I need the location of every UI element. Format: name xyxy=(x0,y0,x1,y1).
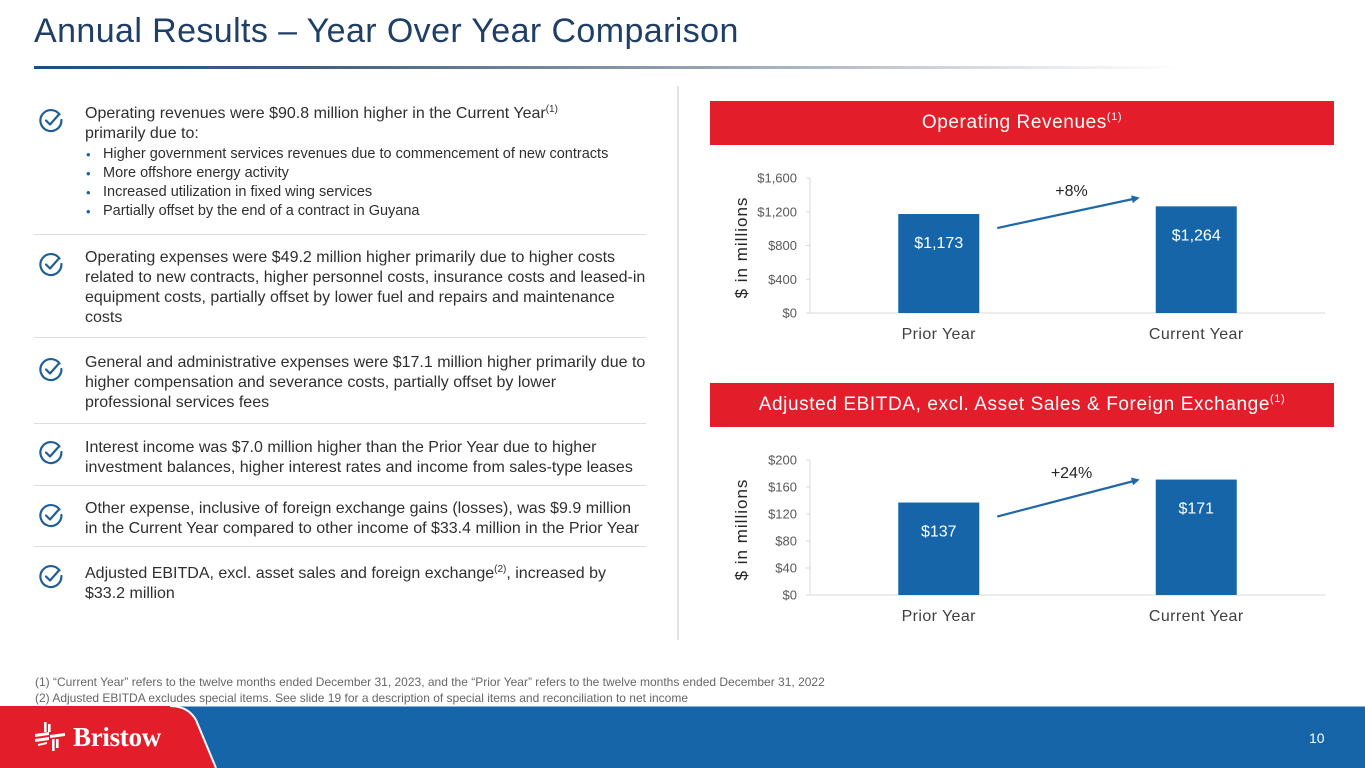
chart-title-adjusted-ebitda: Adjusted EBITDA, excl. Asset Sales & For… xyxy=(710,383,1334,427)
bullet-item: • Higher government services revenues due… xyxy=(85,145,646,164)
slide-title: Annual Results – Year Over Year Comparis… xyxy=(34,12,739,50)
highlight-text-main: Operating revenues were $90.8 million hi… xyxy=(85,105,546,122)
data-label: $137 xyxy=(921,524,957,541)
highlight-item: Adjusted EBITDA, excl. asset sales and f… xyxy=(34,547,646,604)
highlight-item: Operating expenses were $49.2 million hi… xyxy=(34,235,646,338)
check-circle-icon xyxy=(39,503,63,528)
bullet-text: More offshore energy activity xyxy=(103,165,289,181)
bullet-text: Increased utilization in fixed wing serv… xyxy=(103,184,373,200)
check-circle-icon xyxy=(39,108,63,133)
growth-annotation: +24% xyxy=(1051,465,1092,482)
y-tick-label: $40 xyxy=(775,561,797,576)
highlight-text-cont: primarily due to: xyxy=(85,125,199,142)
footnote-2: (2) Adjusted EBITDA excludes special ite… xyxy=(35,691,688,705)
highlights-list: Operating revenues were $90.8 million hi… xyxy=(34,98,646,604)
x-tick-label: Current Year xyxy=(1149,608,1244,625)
title-underline xyxy=(34,66,1184,69)
bar xyxy=(1155,206,1237,313)
y-tick-label: $160 xyxy=(768,480,797,495)
growth-arrow-icon xyxy=(996,477,1140,518)
highlight-text: Other expense, inclusive of foreign exch… xyxy=(85,500,640,537)
data-label: $171 xyxy=(1178,501,1214,518)
adjusted-ebitda-chart: $0 $40 $80 $120 $160 $200 $ in millions $137 Pri… xyxy=(720,447,1340,637)
y-tick-label: $400 xyxy=(768,272,797,287)
column-divider xyxy=(677,86,679,640)
highlight-text: General and administrative expenses were… xyxy=(85,354,646,411)
footnote-ref: (1) xyxy=(1270,393,1286,405)
bullet-text: Higher government services revenues due … xyxy=(103,146,609,162)
data-label: $1,264 xyxy=(1172,227,1221,244)
chart-svg: $0 $40 $80 $120 $160 $200 $ in millions $137 Pri… xyxy=(732,453,1325,625)
highlight-item: General and administrative expenses were… xyxy=(34,338,646,424)
chart-title-text: Operating Revenues xyxy=(921,112,1107,133)
highlight-text: Interest income was $7.0 million higher … xyxy=(85,439,633,476)
bar xyxy=(1155,479,1237,595)
growth-annotation: +8% xyxy=(1055,183,1087,200)
highlight-item: Operating revenues were $90.8 million hi… xyxy=(34,98,646,235)
check-circle-icon xyxy=(39,440,63,465)
y-tick-label: $0 xyxy=(783,588,797,603)
bullet-dot-icon: • xyxy=(86,204,91,219)
x-tick-label: Prior Year xyxy=(902,326,977,343)
bullet-text: Partially offset by the end of a contrac… xyxy=(103,203,420,219)
bullet-dot-icon: • xyxy=(86,185,91,200)
highlight-text-main: Adjusted EBITDA, excl. asset sales and f… xyxy=(85,565,495,582)
check-circle-icon xyxy=(39,252,63,277)
highlight-text: Operating expenses were $49.2 million hi… xyxy=(85,249,646,326)
footnote-ref: (2) xyxy=(494,564,507,575)
check-circle-icon xyxy=(39,357,63,382)
highlight-text: Operating revenues were $90.8 million hi… xyxy=(85,104,646,144)
chart-svg: $0 $400 $800 $1,200 $1,600 $ in millions $1,17… xyxy=(732,171,1325,343)
bar xyxy=(898,502,980,595)
y-axis-label: $ in millions xyxy=(732,479,751,581)
bullet-item: • Partially offset by the end of a contra… xyxy=(85,202,646,221)
bullet-dot-icon: • xyxy=(86,147,91,162)
highlight-text: Adjusted EBITDA, excl. asset sales and f… xyxy=(85,564,646,604)
footnotes: (1) “Current Year” refers to the twelve … xyxy=(35,674,825,706)
y-tick-label: $80 xyxy=(775,534,797,549)
footnote-ref: (1) xyxy=(1106,111,1123,123)
highlight-bullets: • Higher government services revenues due… xyxy=(85,145,646,221)
chart-title-operating-revenues: Operating Revenues(1) xyxy=(710,101,1334,145)
bullet-dot-icon: • xyxy=(86,166,91,181)
highlight-text-cont: , increased by $33.2 million xyxy=(85,565,606,602)
bristow-logo-icon xyxy=(35,722,65,751)
growth-arrow-icon xyxy=(997,195,1140,230)
footnote-ref: (1) xyxy=(545,104,558,115)
bar xyxy=(898,214,980,313)
y-tick-label: $1,200 xyxy=(757,204,797,219)
highlight-item: Other expense, inclusive of foreign exch… xyxy=(34,486,646,547)
footer-bar xyxy=(0,706,1365,768)
page-number: 10 xyxy=(1309,730,1325,746)
bullet-item: • Increased utilization in fixed wing ser… xyxy=(85,183,646,202)
brand-name: Bristow xyxy=(73,721,161,752)
y-tick-label: $800 xyxy=(768,238,797,253)
footnote-1: (1) “Current Year” refers to the twelve … xyxy=(35,675,825,689)
y-tick-label: $0 xyxy=(783,306,797,321)
chart-title-text: Adjusted EBITDA, excl. Asset Sales & For… xyxy=(758,394,1270,415)
y-tick-label: $120 xyxy=(768,507,797,522)
data-label: $1,173 xyxy=(914,235,963,252)
check-circle-icon xyxy=(39,564,63,589)
operating-revenues-chart: $0 $400 $800 $1,200 $1,600 $ in millions $1,17… xyxy=(720,165,1340,355)
x-tick-label: Current Year xyxy=(1149,326,1244,343)
y-tick-label: $1,600 xyxy=(757,171,797,186)
x-tick-label: Prior Year xyxy=(902,608,977,625)
bristow-logo: Bristow xyxy=(35,722,161,752)
bullet-item: • More offshore energy activity xyxy=(85,164,646,183)
footer-red-shape xyxy=(0,706,217,768)
y-tick-label: $200 xyxy=(768,453,797,468)
y-axis-label: $ in millions xyxy=(732,197,751,299)
highlight-item: Interest income was $7.0 million higher … xyxy=(34,424,646,486)
